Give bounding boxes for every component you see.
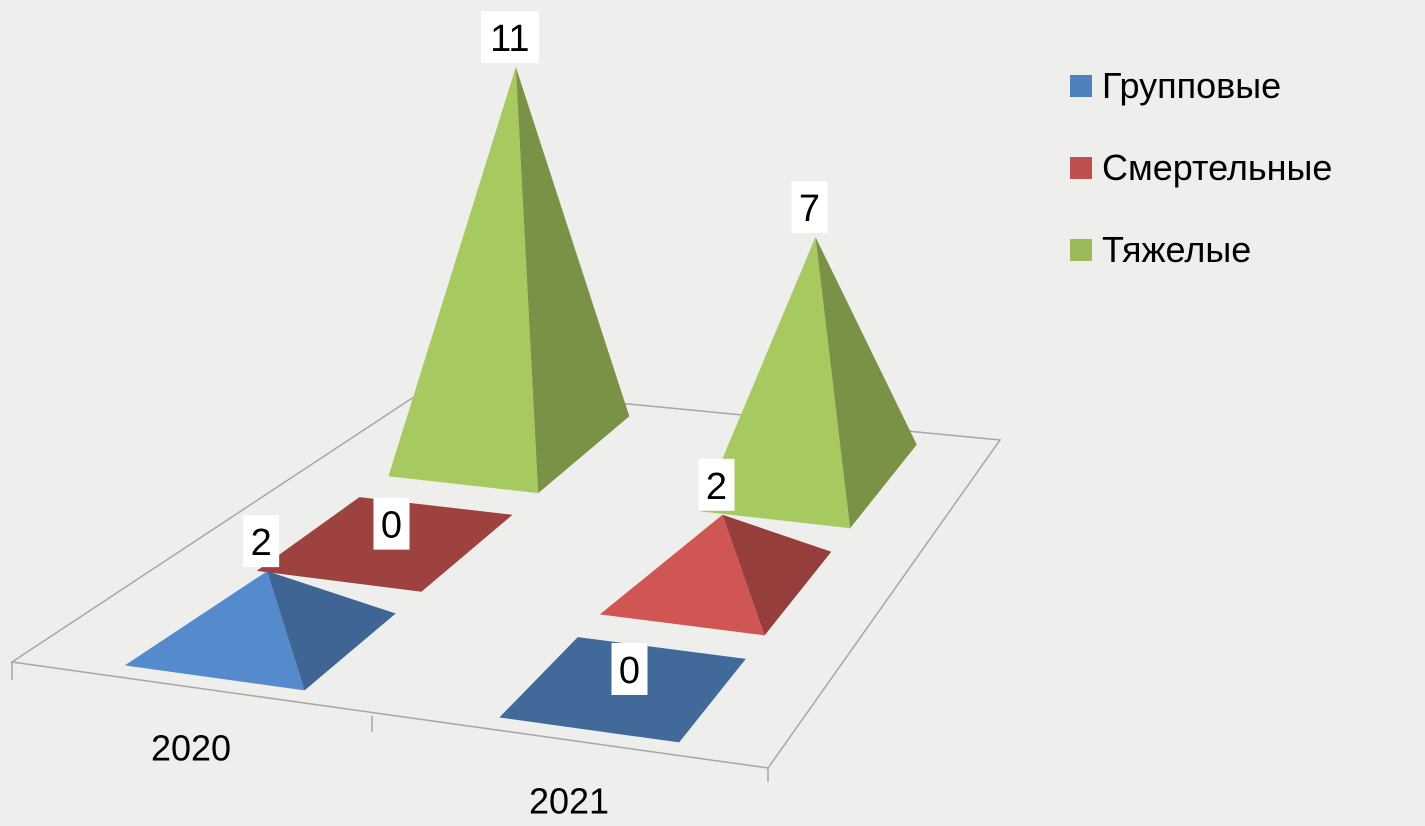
bar-Тяжелые-2020 [388, 67, 539, 494]
legend-swatch [1070, 157, 1092, 179]
data-label: 7 [791, 180, 828, 233]
bar-Групповые-2020 [124, 571, 305, 691]
legend-item-severe: Тяжелые [1070, 229, 1332, 270]
bar-side-Групповые-2020 [267, 571, 396, 691]
data-label-box [791, 180, 828, 233]
data-label-box [373, 497, 410, 550]
bar-side-Тяжелые-2020 [515, 67, 630, 494]
data-label: 2 [698, 458, 735, 511]
bar-Смертельные-2021 [599, 514, 765, 636]
data-label: 0 [611, 642, 648, 695]
data-label: 11 [480, 11, 539, 64]
legend-swatch [1070, 239, 1092, 261]
floor-plane [9, 384, 1002, 769]
data-label-text: 7 [799, 188, 820, 230]
legend: Групповые Смертельные Тяжелые [1070, 65, 1333, 270]
data-label-text: 11 [490, 18, 529, 60]
bar-side-Тяжелые-2021 [815, 236, 917, 529]
data-label-text: 0 [381, 505, 402, 547]
legend-item-group: Групповые [1070, 65, 1332, 106]
category-label: 2020 [151, 728, 231, 769]
legend-label: Смертельные [1102, 147, 1333, 188]
data-label-box [698, 458, 735, 511]
data-label-text: 2 [706, 466, 727, 508]
legend-label: Групповые [1102, 65, 1282, 106]
bar-Тяжелые-2021 [700, 236, 851, 529]
data-label-text: 0 [619, 650, 640, 692]
data-label-text: 2 [251, 522, 272, 564]
legend-label: Тяжелые [1102, 229, 1252, 270]
data-label-box [480, 11, 539, 64]
bar-side-Смертельные-2021 [722, 514, 832, 636]
data-label-box [611, 642, 648, 695]
data-label-box [243, 515, 280, 568]
data-label: 0 [373, 497, 410, 550]
legend-item-fatal: Смертельные [1070, 147, 1333, 188]
data-label: 2 [243, 515, 280, 568]
legend-swatch [1070, 75, 1092, 97]
category-label: 2021 [529, 781, 609, 822]
